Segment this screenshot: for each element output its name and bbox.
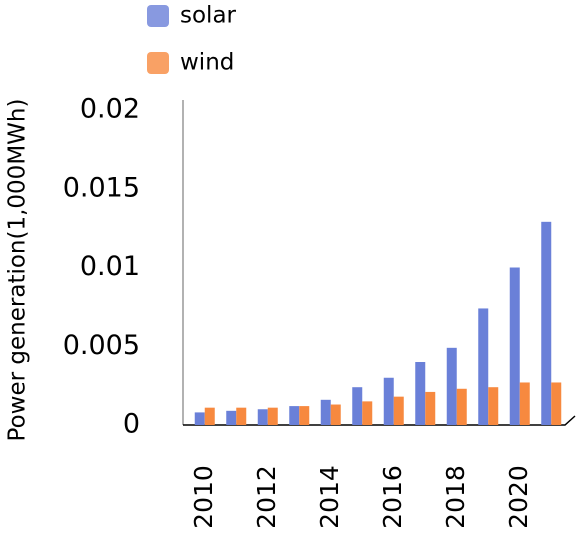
bar: [383, 377, 394, 425]
bar: [415, 362, 426, 425]
bar: [204, 407, 215, 425]
y-tick-label: 0.02: [80, 94, 140, 125]
y-tick-label: 0.005: [63, 330, 140, 361]
legend-swatch: [147, 52, 169, 74]
bar: [236, 407, 247, 425]
bar: [289, 406, 300, 425]
y-tick-label: 0.01: [80, 251, 140, 282]
bar: [551, 382, 562, 425]
bar: [488, 387, 499, 425]
bar: [257, 409, 268, 425]
x-tick-label: 2016: [378, 465, 407, 529]
bar: [299, 406, 310, 425]
legend-label: wind: [180, 50, 234, 76]
x-tick-label: 2018: [441, 465, 470, 529]
bar: [519, 382, 530, 425]
bar: [352, 387, 363, 425]
bar: [425, 391, 436, 425]
x-tick-label: 2014: [315, 465, 344, 529]
bar: [320, 399, 331, 425]
bar: [330, 404, 341, 425]
legend-label: solar: [180, 3, 237, 29]
bar: [362, 401, 373, 425]
x-tick-label: 2010: [189, 465, 218, 529]
bar: [194, 412, 205, 425]
bar: [509, 267, 520, 425]
legend-swatch: [147, 5, 169, 27]
bar: [226, 410, 237, 425]
bar: [478, 308, 489, 425]
y-axis-title: Power generation(1,000MWh): [5, 99, 31, 442]
bar: [446, 347, 457, 425]
bar: [267, 407, 278, 425]
bar: [541, 221, 552, 425]
bar: [456, 388, 467, 425]
y-tick-label: 0: [123, 409, 140, 440]
x-tick-label: 2020: [504, 465, 533, 529]
x-axis-line: [183, 415, 576, 426]
y-tick-label: 0.015: [63, 172, 140, 203]
x-tick-label: 2012: [252, 465, 281, 529]
bar: [393, 396, 404, 425]
